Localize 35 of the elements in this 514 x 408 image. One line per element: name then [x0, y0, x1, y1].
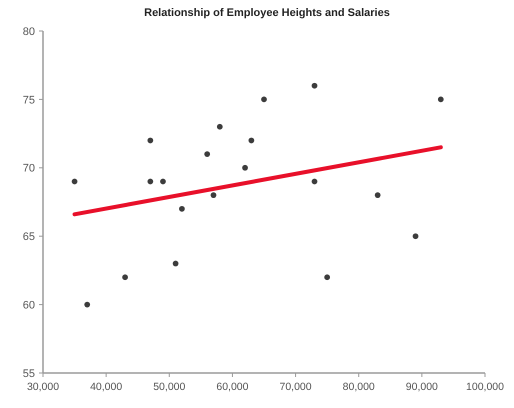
y-tick-label: 65: [22, 231, 35, 244]
point: [160, 178, 166, 184]
point: [261, 96, 267, 102]
point: [412, 233, 418, 240]
point: [312, 178, 318, 184]
point: [438, 96, 444, 102]
point: [216, 124, 223, 130]
point: [242, 164, 248, 171]
point: [248, 138, 254, 144]
point: [179, 206, 185, 212]
point: [210, 192, 216, 198]
point: [312, 82, 318, 89]
y-tick-label: 80: [22, 26, 35, 38]
point: [84, 302, 90, 308]
y-tick-label: 70: [22, 162, 35, 175]
x-tick-label: 90,000: [406, 381, 438, 393]
point: [72, 178, 78, 184]
y-tick-label: 55: [22, 368, 35, 380]
point: [374, 192, 381, 198]
y-tick-label: 75: [22, 94, 35, 106]
point: [147, 138, 154, 144]
point: [324, 274, 330, 280]
x-tick-label: 70,000: [280, 381, 312, 393]
x-tick-label: 30,000: [26, 381, 60, 393]
x-tick-label: 80,000: [342, 381, 375, 393]
x-tick-label: 60,000: [216, 381, 249, 393]
point: [172, 260, 178, 266]
point: [147, 178, 154, 184]
x-tick-label: 40,000: [90, 381, 122, 393]
y-tick-label: 60: [22, 299, 35, 312]
chart-title: Relationship of Employee Heights and Salaries: [144, 7, 390, 19]
point: [122, 274, 128, 280]
x-tick-label: 50,000: [153, 381, 186, 393]
x-tick-label: 100,000: [466, 381, 504, 393]
point: [204, 151, 210, 157]
